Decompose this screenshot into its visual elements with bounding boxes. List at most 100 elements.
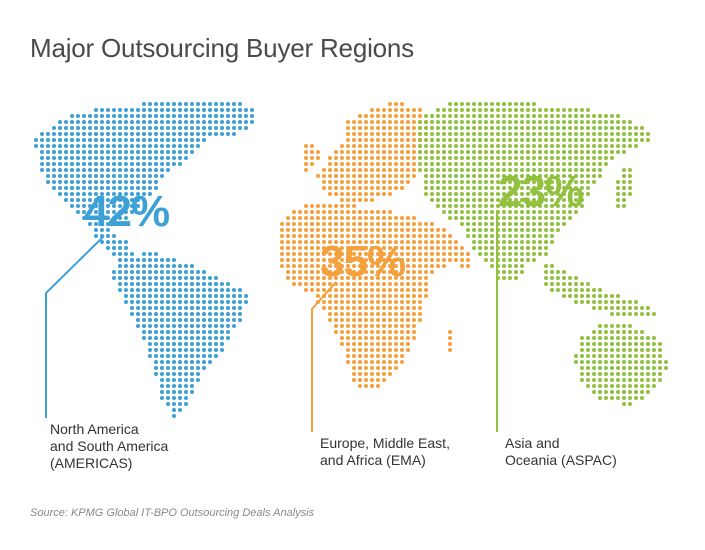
americas-dot	[76, 150, 80, 154]
americas-dot	[70, 144, 74, 148]
aspac-dot	[430, 120, 434, 124]
aspac-dot	[496, 138, 500, 142]
ema-dot	[388, 216, 392, 220]
aspac-dot	[598, 324, 602, 328]
aspac-dot	[502, 150, 506, 154]
aspac-dot	[508, 102, 512, 106]
ema-dot	[358, 138, 362, 142]
americas-dot	[220, 120, 224, 124]
aspac-dot	[520, 198, 524, 202]
ema-dot	[388, 102, 392, 106]
aspac-dot	[628, 312, 632, 316]
americas-dot	[76, 144, 80, 148]
americas-dot	[196, 312, 200, 316]
americas-dot	[142, 138, 146, 142]
americas-dot	[100, 138, 104, 142]
americas-dot	[232, 312, 236, 316]
aspac-dot	[490, 198, 494, 202]
ema-dot	[346, 342, 350, 346]
ema-dot	[424, 240, 428, 244]
ema-dot	[400, 108, 404, 112]
aspac-dot	[622, 312, 626, 316]
americas-dot	[46, 180, 50, 184]
aspac-dot	[532, 174, 536, 178]
ema-dot	[382, 282, 386, 286]
ema-dot	[364, 162, 368, 166]
aspac-dot	[544, 114, 548, 118]
aspac-dot	[460, 162, 464, 166]
aspac-dot	[466, 192, 470, 196]
ema-dot	[310, 162, 314, 166]
ema-dot	[364, 126, 368, 130]
aspac-dot	[490, 120, 494, 124]
americas-dot	[130, 282, 134, 286]
americas-dot	[112, 138, 116, 142]
ema-dot	[346, 288, 350, 292]
americas-dot	[148, 192, 152, 196]
aspac-dot	[514, 228, 518, 232]
americas-dot	[88, 222, 92, 226]
americas-dot	[172, 378, 176, 382]
americas-dot	[148, 138, 152, 142]
aspac-dot	[502, 198, 506, 202]
aspac-dot	[478, 156, 482, 160]
aspac-dot	[484, 222, 488, 226]
aspac-dot	[562, 162, 566, 166]
ema-dot	[364, 198, 368, 202]
ema-dot	[370, 372, 374, 376]
aspac-dot	[574, 120, 578, 124]
aspac-dot	[442, 114, 446, 118]
ema-dot	[346, 222, 350, 226]
americas-dot	[124, 264, 128, 268]
ema-dot	[346, 210, 350, 214]
americas-dot	[106, 222, 110, 226]
americas-dot	[94, 114, 98, 118]
ema-dot	[406, 282, 410, 286]
ema-dot	[340, 222, 344, 226]
americas-dot	[136, 114, 140, 118]
aspac-dot	[526, 204, 530, 208]
americas-dot	[172, 306, 176, 310]
aspac-dot	[562, 204, 566, 208]
americas-dot	[70, 168, 74, 172]
americas-dot	[88, 114, 92, 118]
aspac-dot	[478, 252, 482, 256]
ema-dot	[304, 288, 308, 292]
americas-dot	[118, 258, 122, 262]
ema-dot	[388, 330, 392, 334]
americas-dot	[220, 102, 224, 106]
aspac-dot	[646, 342, 650, 346]
aspac-dot	[472, 162, 476, 166]
americas-dot	[172, 408, 176, 412]
americas-dot	[112, 126, 116, 130]
americas-dot	[160, 138, 164, 142]
americas-dot	[184, 306, 188, 310]
americas-dot	[166, 114, 170, 118]
aspac-dot	[478, 210, 482, 214]
aspac-dot	[478, 162, 482, 166]
ema-dot	[394, 258, 398, 262]
ema-dot	[388, 264, 392, 268]
americas-dot	[226, 318, 230, 322]
americas-dot	[184, 402, 188, 406]
aspac-dot	[472, 222, 476, 226]
aspac-dot	[568, 276, 572, 280]
ema-dot	[358, 300, 362, 304]
americas-dot	[130, 270, 134, 274]
aspac-dot	[466, 198, 470, 202]
americas-dot	[82, 156, 86, 160]
americas-dot	[172, 126, 176, 130]
americas-dot	[196, 366, 200, 370]
aspac-dot	[562, 180, 566, 184]
ema-dot	[382, 228, 386, 232]
americas-dot	[52, 132, 56, 136]
americas-dot	[172, 384, 176, 388]
ema-dot	[388, 114, 392, 118]
aspac-dot	[592, 150, 596, 154]
americas-dot	[178, 294, 182, 298]
americas-dot	[82, 120, 86, 124]
americas-dot	[142, 114, 146, 118]
aspac-dot	[544, 168, 548, 172]
americas-dot	[178, 366, 182, 370]
americas-dot	[214, 114, 218, 118]
